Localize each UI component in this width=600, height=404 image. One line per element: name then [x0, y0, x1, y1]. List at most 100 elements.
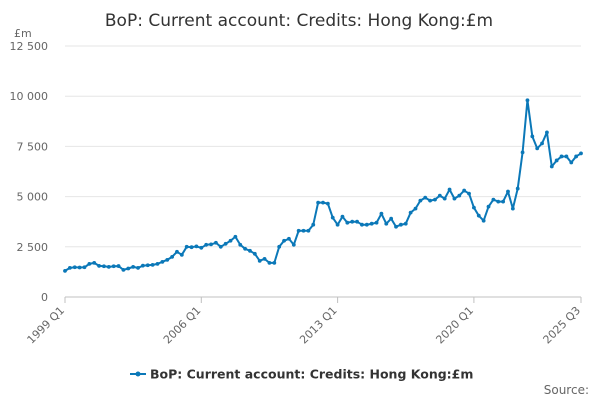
data-point: [574, 154, 579, 159]
data-point: [92, 260, 97, 265]
data-point: [238, 242, 243, 247]
data-point: [277, 244, 282, 249]
data-point: [403, 221, 408, 226]
grid-lines: [65, 45, 581, 248]
data-point: [204, 242, 209, 247]
data-point: [72, 265, 77, 270]
data-point: [63, 269, 67, 273]
data-point: [579, 151, 583, 156]
data-point: [506, 189, 510, 194]
data-point: [350, 219, 355, 224]
data-point: [345, 220, 350, 225]
data-point: [77, 265, 82, 270]
data-point: [257, 258, 262, 263]
data-point: [452, 196, 457, 201]
data-point: [316, 200, 321, 205]
data-point: [179, 252, 184, 257]
data-point: [321, 200, 325, 205]
data-point: [433, 197, 437, 202]
series-layer: [63, 98, 583, 273]
y-tick-label: 12 500: [10, 40, 49, 53]
data-point: [476, 213, 481, 218]
data-point: [165, 257, 170, 262]
data-point: [437, 193, 442, 198]
data-point: [564, 154, 569, 159]
y-tick-label: 2 500: [17, 241, 49, 254]
y-tick-label: 7 500: [17, 140, 49, 153]
data-point: [418, 198, 423, 203]
data-point: [325, 201, 330, 206]
data-point: [155, 261, 160, 266]
data-point: [175, 249, 179, 254]
data-point: [184, 244, 189, 249]
data-point: [457, 193, 462, 198]
data-point: [170, 254, 174, 259]
data-point: [136, 265, 140, 270]
data-point: [428, 198, 432, 203]
data-point: [510, 206, 515, 211]
data-point: [160, 259, 165, 264]
data-point: [486, 204, 491, 209]
data-point: [102, 264, 106, 269]
data-point: [535, 146, 540, 151]
y-tick-label: 10 000: [10, 90, 49, 103]
data-point: [330, 215, 335, 220]
data-point: [355, 219, 359, 224]
data-point: [545, 130, 549, 135]
data-point: [554, 158, 559, 163]
data-point: [287, 236, 291, 241]
data-point: [218, 244, 223, 249]
x-tick-label: 1999 Q1: [25, 304, 68, 347]
data-point: [233, 234, 238, 239]
data-point: [423, 195, 428, 200]
data-point: [398, 222, 403, 227]
data-point: [559, 154, 564, 159]
source-label: Source:: [544, 383, 589, 397]
data-point: [369, 221, 374, 226]
x-axis: 1999 Q1 2006 Q1 2013 Q1 2020 Q1 2025 Q3: [25, 296, 584, 347]
data-point: [364, 222, 369, 227]
data-point: [569, 160, 574, 165]
data-point: [262, 256, 267, 261]
data-point: [282, 238, 286, 243]
data-point: [97, 263, 101, 268]
data-point: [374, 220, 379, 225]
data-point: [306, 228, 311, 233]
data-point: [530, 134, 535, 139]
x-tick-label: 2025 Q3: [541, 304, 584, 347]
y-axis-ticks: 0 2 500 5 000 7 500 10 000 12 500: [10, 40, 49, 304]
data-point: [442, 196, 447, 201]
data-point: [472, 205, 476, 210]
data-point: [199, 245, 204, 250]
data-point: [360, 222, 364, 227]
data-point: [267, 260, 272, 265]
data-point: [126, 266, 131, 271]
data-point: [248, 248, 252, 253]
data-point: [515, 186, 520, 191]
data-point: [462, 188, 467, 193]
data-point: [389, 216, 394, 221]
data-point: [525, 98, 530, 103]
data-point: [481, 218, 486, 223]
data-point: [384, 221, 389, 226]
data-point: [291, 242, 296, 247]
y-axis-unit-label: £m: [14, 27, 32, 40]
legend[interactable]: BoP: Current account: Credits: Hong Kong…: [130, 367, 473, 382]
data-point: [311, 222, 316, 227]
data-point: [111, 264, 116, 269]
data-point: [447, 187, 452, 192]
data-point: [223, 241, 228, 246]
data-point: [140, 263, 145, 268]
series-line: [64, 99, 582, 272]
data-point: [394, 224, 398, 229]
data-point: [272, 260, 277, 265]
chart-title: BoP: Current account: Credits: Hong Kong…: [105, 11, 493, 31]
y-tick-label: 0: [41, 291, 48, 304]
data-point: [252, 251, 257, 256]
data-point: [189, 245, 194, 250]
data-point: [340, 214, 345, 219]
data-point: [131, 264, 136, 269]
x-tick-label: 2006 Q1: [161, 304, 204, 347]
data-point: [121, 267, 126, 272]
